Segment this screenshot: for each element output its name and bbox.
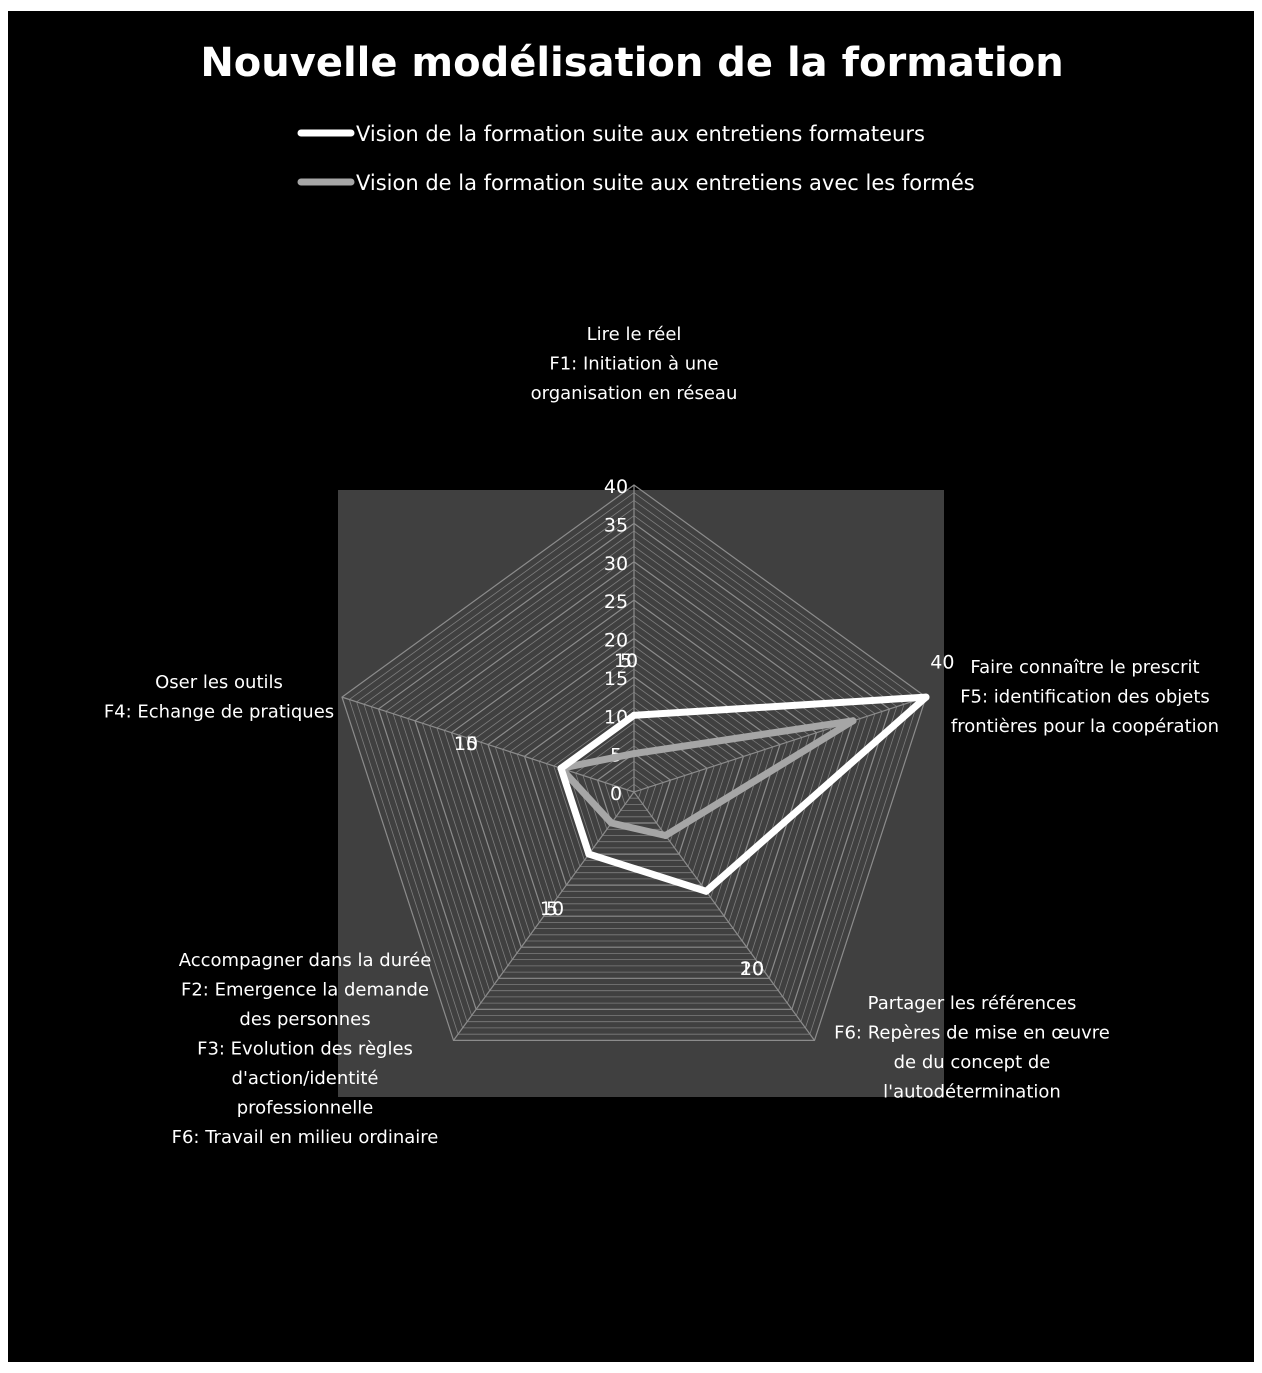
series-point xyxy=(557,764,565,772)
tick-label: 15 xyxy=(604,668,628,690)
category-label-3: Partager les références F6: Repères de mi… xyxy=(834,993,1110,1103)
grid-ring xyxy=(421,568,847,973)
tick-label: 25 xyxy=(604,591,628,613)
grid-ring xyxy=(582,737,686,836)
grid-ring xyxy=(604,760,664,818)
grid-spoke xyxy=(633,696,927,793)
grid-spoke xyxy=(453,791,635,1041)
tick-label: 20 xyxy=(740,958,764,980)
chart-frame: Nouvelle modélisation de la formation Vi… xyxy=(8,11,1254,1362)
grid-ring xyxy=(356,499,912,1029)
series-point xyxy=(849,717,857,725)
tick-label: 0 xyxy=(610,783,622,805)
grid-ring xyxy=(618,776,650,805)
series-group xyxy=(557,693,930,895)
grid-ring xyxy=(399,545,869,992)
grid-ring xyxy=(472,622,796,929)
grid-spoke xyxy=(341,696,635,793)
series-line-2 xyxy=(557,717,857,839)
grid-ring xyxy=(458,607,810,942)
tick-label: 10 xyxy=(540,898,564,920)
radar-grid xyxy=(341,484,927,1042)
grid-ring xyxy=(465,615,803,936)
tick-label: 35 xyxy=(604,514,628,536)
grid-ring xyxy=(487,637,781,917)
category-label-1: Lire le réel F1: Initiation à une organisa… xyxy=(531,324,738,404)
grid-ring xyxy=(407,553,861,985)
series-point xyxy=(630,711,638,719)
grid-ring xyxy=(377,522,891,1010)
series-point xyxy=(585,850,593,858)
tick-label: 10 xyxy=(614,650,638,672)
grid-ring xyxy=(596,752,672,824)
tick-label: 30 xyxy=(604,553,628,575)
radar-chart: Nouvelle modélisation de la formation Vi… xyxy=(104,40,1219,1148)
series-point xyxy=(630,750,638,758)
legend: Vision de la formation suite aux entreti… xyxy=(297,122,975,195)
grid-ring xyxy=(538,691,730,874)
tick-label: 10 xyxy=(454,733,478,755)
tick-label: 10 xyxy=(740,958,764,980)
category-label-5: Oser les outils F4: Echange de pratiques xyxy=(104,672,334,723)
series-line-1 xyxy=(557,693,930,895)
grid-ring xyxy=(611,768,657,811)
grid-ring xyxy=(553,707,715,861)
grid-ring xyxy=(385,530,883,1004)
grid-ring xyxy=(341,484,927,1042)
tick-label: 40 xyxy=(930,652,954,674)
series-point xyxy=(662,832,670,839)
grid-ring xyxy=(531,684,737,880)
grid-ring xyxy=(414,561,854,979)
tick-label: 20 xyxy=(604,630,628,652)
tick-label: 40 xyxy=(604,476,628,498)
grid-ring xyxy=(392,538,876,998)
category-labels: Lire le réel F1: Initiation à une organisa… xyxy=(104,324,1219,1148)
grid-ring xyxy=(348,492,920,1035)
series-point xyxy=(922,693,930,701)
grid-ring xyxy=(502,653,766,905)
plot-area xyxy=(338,490,944,1097)
series-point xyxy=(702,887,710,895)
grid-ring xyxy=(480,630,788,923)
legend-label-2: Vision de la formation suite aux entreti… xyxy=(356,171,975,195)
chart-title: Nouvelle modélisation de la formation xyxy=(200,40,1063,86)
legend-label-1: Vision de la formation suite aux entreti… xyxy=(356,122,925,146)
grid-ring xyxy=(450,599,818,948)
tick-label: 15 xyxy=(454,733,478,755)
grid-ring xyxy=(626,783,642,799)
grid-ring xyxy=(370,515,898,1016)
category-label-4: Accompagner dans la durée F2: Emergence l… xyxy=(172,950,439,1148)
grid-ring xyxy=(494,645,774,911)
tick-label: 5 xyxy=(620,650,632,672)
grid-ring xyxy=(363,507,905,1023)
category-label-2: Faire connaître le prescrit F5: identific… xyxy=(951,657,1219,737)
series-point xyxy=(607,819,615,827)
tick-label: 5 xyxy=(546,898,558,920)
grid-ring xyxy=(429,576,839,967)
